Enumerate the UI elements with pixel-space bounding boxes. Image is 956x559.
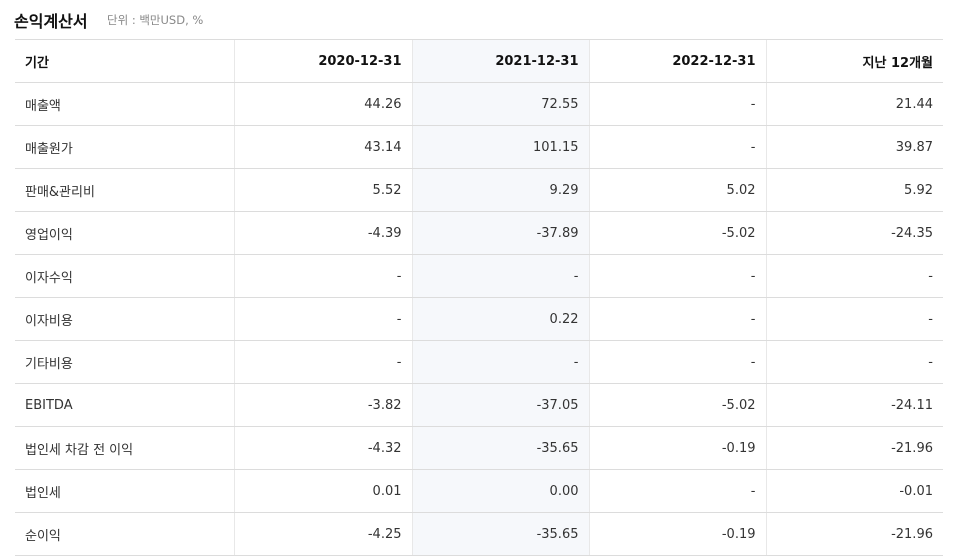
value-2021: 9.29 [411, 168, 589, 212]
row-label: 매출액 [15, 82, 234, 126]
value-ttm: - [765, 340, 943, 384]
value-2020: - [233, 297, 412, 341]
table-row: 기타비용 - - - - [15, 340, 943, 384]
table-row: 이자비용 -0.22- - [15, 297, 943, 341]
value-2022: -5.02 [588, 211, 766, 255]
row-label: 매출원가 [15, 125, 234, 169]
row-label: EBITDA [15, 383, 234, 427]
value-2022: - [588, 340, 766, 384]
value-2022: -0.19 [588, 426, 766, 470]
value-2022: - [588, 82, 766, 126]
value-ttm: 5.92 [765, 168, 943, 212]
table-row: 영업이익 -4.39 -37.89 -5.02 -24.35 [15, 211, 943, 255]
value-2021: 0.22 [411, 297, 589, 341]
value-2021: 72.55 [411, 82, 589, 126]
table-row: 판매&관리비 5.52 9.29 5.02 5.92 [15, 168, 943, 212]
row-label: 법인세 [15, 469, 234, 513]
value-2021: 0.00 [411, 469, 589, 513]
row-label: 법인세 차감 전 이익 [15, 426, 234, 470]
column-header-2021: 2021-12-31 [411, 39, 589, 83]
row-label: 이자비용 [15, 297, 234, 341]
unit-note: 단위 : 백만USD, % [107, 13, 204, 27]
table-row: 순이익 -4.25 -35.65 -0.19 -21.96 [15, 512, 943, 556]
value-2021: 101.15 [411, 125, 589, 169]
row-label: 판매&관리비 [15, 168, 234, 212]
value-2020: -4.25 [233, 512, 412, 556]
value-2020: 44.26 [233, 82, 412, 126]
row-label: 순이익 [15, 512, 234, 556]
column-header-ttm: 지난 12개월 [765, 39, 943, 83]
value-ttm: - [765, 254, 943, 298]
table-row: 법인세 0.01 0.00- -0.01 [15, 469, 943, 513]
value-ttm: 39.87 [765, 125, 943, 169]
section-title: 손익계산서 [14, 12, 88, 31]
value-2020: 0.01 [233, 469, 412, 513]
income-statement-table: 기간 2020-12-31 2021-12-31 2022-12-31 지난 1… [15, 39, 943, 556]
value-2022: -0.19 [588, 512, 766, 556]
table-row: 매출원가 43.14 101.15-39.87 [15, 125, 943, 169]
table-row: 이자수익 - - - - [15, 254, 943, 298]
value-ttm: -21.96 [765, 426, 943, 470]
value-2022: 5.02 [588, 168, 766, 212]
value-2020: -4.32 [233, 426, 412, 470]
table-header-row: 기간 2020-12-31 2021-12-31 2022-12-31 지난 1… [15, 39, 943, 83]
value-2022: - [588, 469, 766, 513]
value-2020: -3.82 [233, 383, 412, 427]
value-2021: -35.65 [411, 426, 589, 470]
value-2021: -37.89 [411, 211, 589, 255]
value-2021: -35.65 [411, 512, 589, 556]
value-2022: - [588, 297, 766, 341]
value-ttm: -0.01 [765, 469, 943, 513]
value-ttm: -21.96 [765, 512, 943, 556]
value-ttm: 21.44 [765, 82, 943, 126]
value-2020: 5.52 [233, 168, 412, 212]
value-2020: - [233, 340, 412, 384]
row-label: 이자수익 [15, 254, 234, 298]
value-2020: 43.14 [233, 125, 412, 169]
column-header-2020: 2020-12-31 [233, 39, 412, 83]
table-row: 법인세 차감 전 이익 -4.32 -35.65 -0.19 -21.96 [15, 426, 943, 470]
value-2022: -5.02 [588, 383, 766, 427]
value-2020: -4.39 [233, 211, 412, 255]
value-2020: - [233, 254, 412, 298]
value-2021: - [411, 254, 589, 298]
value-2021: - [411, 340, 589, 384]
table-row: 매출액 44.26 72.55-21.44 [15, 82, 943, 126]
row-label: 기타비용 [15, 340, 234, 384]
column-header-2022: 2022-12-31 [588, 39, 766, 83]
value-2022: - [588, 254, 766, 298]
section-header: 손익계산서 단위 : 백만USD, % [0, 0, 956, 39]
value-ttm: -24.11 [765, 383, 943, 427]
value-ttm: -24.35 [765, 211, 943, 255]
row-label: 영업이익 [15, 211, 234, 255]
value-2022: - [588, 125, 766, 169]
table-row: EBITDA -3.82 -37.05 -5.02 -24.11 [15, 383, 943, 427]
value-2021: -37.05 [411, 383, 589, 427]
value-ttm: - [765, 297, 943, 341]
column-header-period: 기간 [15, 39, 234, 83]
